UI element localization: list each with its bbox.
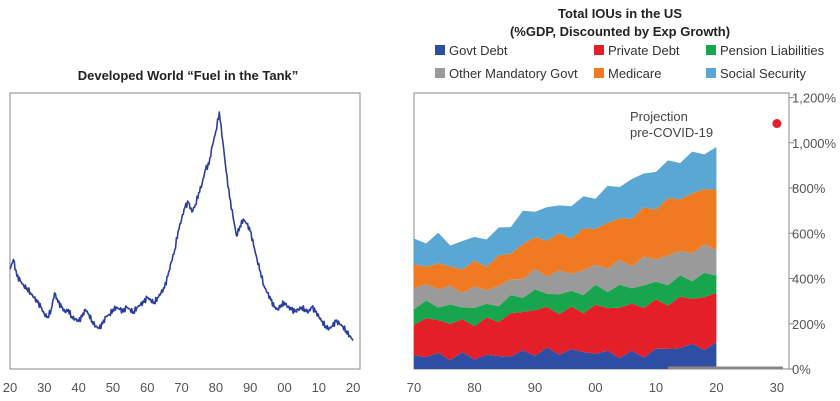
right-x-tick-label: 20 bbox=[709, 380, 723, 395]
legend-label: Private Debt bbox=[608, 43, 680, 58]
right-x-tick-label: 30 bbox=[770, 380, 784, 395]
right-stacked-areas bbox=[414, 147, 717, 369]
left-plot-frame bbox=[9, 92, 361, 370]
right-x-tick-label: 10 bbox=[649, 380, 663, 395]
area-private-debt bbox=[414, 292, 717, 361]
left-x-tick-label: 60 bbox=[140, 380, 154, 395]
right-y-tick-label: 200% bbox=[792, 317, 826, 332]
legend-swatch bbox=[706, 68, 716, 78]
legend-swatch bbox=[594, 68, 604, 78]
left-x-tick-label: 90 bbox=[243, 380, 257, 395]
right-chart-title: Total IOUs in the US bbox=[558, 6, 682, 21]
left-x-tick-label: 20 bbox=[3, 380, 17, 395]
left-x-tick-label: 80 bbox=[209, 380, 223, 395]
area-social-security bbox=[414, 147, 717, 270]
projection-annotation-text: Projection bbox=[630, 109, 688, 124]
right-y-tick-label: 400% bbox=[792, 272, 826, 287]
left-x-tick-label: 50 bbox=[106, 380, 120, 395]
projection-point bbox=[772, 119, 782, 129]
legend-label: Social Security bbox=[720, 66, 806, 81]
projection-annotation-text: pre-COVID-19 bbox=[630, 125, 713, 140]
right-x-tick-label: 80 bbox=[467, 380, 481, 395]
left-x-tick-label: 10 bbox=[312, 380, 326, 395]
right-chart-subtitle: (%GDP, Discounted by Exp Growth) bbox=[510, 24, 730, 39]
legend-swatch bbox=[594, 45, 604, 55]
left-chart: Developed World “Fuel in the Tank” 20 30 4… bbox=[3, 68, 361, 395]
left-x-axis: 20 30 40 50 60 70 80 90 00 10 20 bbox=[3, 380, 361, 395]
area-other-mandatory-govt bbox=[414, 244, 717, 310]
left-line-path bbox=[9, 111, 354, 341]
legend-swatch bbox=[435, 68, 445, 78]
left-line-series bbox=[9, 111, 354, 341]
right-y-tick-label: 1,000% bbox=[792, 136, 837, 151]
legend-label: Other Mandatory Govt bbox=[449, 66, 578, 81]
left-x-tick-label: 30 bbox=[37, 380, 51, 395]
right-chart: Total IOUs in the US (%GDP, Discounted b… bbox=[407, 6, 837, 395]
left-x-tick-label: 70 bbox=[174, 380, 188, 395]
right-y-tick-label: 1,200% bbox=[792, 91, 837, 106]
right-legend: Govt Debt Private Debt Pension Liabilities… bbox=[435, 43, 825, 81]
right-y-tick-label: 0% bbox=[792, 362, 811, 377]
left-x-tick-label: 20 bbox=[346, 380, 360, 395]
area-govt-debt bbox=[414, 341, 717, 369]
legend-label: Medicare bbox=[608, 66, 661, 81]
right-x-tick-label: 00 bbox=[588, 380, 602, 395]
right-y-tick-label: 800% bbox=[792, 181, 826, 196]
legend-label: Govt Debt bbox=[449, 43, 508, 58]
right-axes: 70 80 90 00 10 20 30 0% 200% 400% 600% 800% 1,000% 1,… bbox=[407, 91, 837, 395]
area-medicare bbox=[414, 189, 717, 293]
left-x-tick-label: 00 bbox=[277, 380, 291, 395]
legend-swatch bbox=[435, 45, 445, 55]
left-chart-title: Developed World “Fuel in the Tank” bbox=[78, 68, 299, 83]
left-x-tick-label: 40 bbox=[71, 380, 85, 395]
right-x-tick-label: 90 bbox=[528, 380, 542, 395]
right-x-tick-label: 70 bbox=[407, 380, 421, 395]
legend-label: Pension Liabilities bbox=[720, 43, 825, 58]
legend-swatch bbox=[706, 45, 716, 55]
right-y-tick-label: 600% bbox=[792, 226, 826, 241]
area-pension-liabilities bbox=[414, 272, 717, 327]
